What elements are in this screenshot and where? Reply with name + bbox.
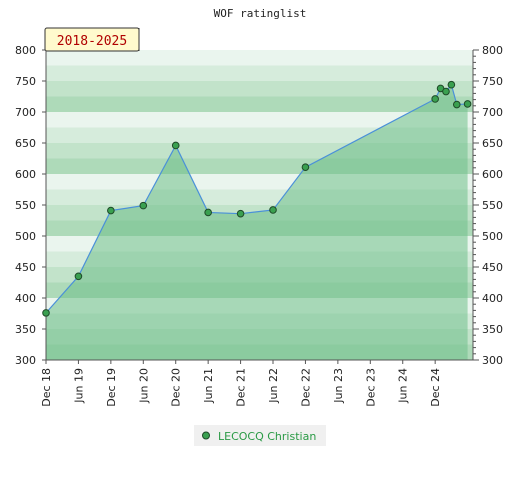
- y-tick-label-right: 650: [482, 137, 503, 150]
- y-axis-right-ticks: 300 350 400 450 500 550 600 650 700 750 800: [473, 44, 503, 367]
- x-axis-ticks: Dec 18 Jun 19 Dec 19 Jun 20 Dec 20 Jun 21 Dec …: [40, 360, 442, 407]
- data-point: [139, 201, 148, 210]
- y-axis-left-ticks: 300 350 400 450 500 550 600 650 700 750 800: [15, 44, 46, 367]
- data-point: [171, 141, 180, 150]
- y-tick-label-left: 300: [15, 354, 36, 367]
- period-badge: 2018-2025: [44, 27, 140, 52]
- data-point: [204, 208, 212, 217]
- y-tick-label-left: 750: [15, 75, 36, 88]
- legend-box: [194, 425, 326, 446]
- data-point: [107, 206, 115, 215]
- data-point: [42, 309, 50, 317]
- data-point: [301, 163, 310, 171]
- chart-title: WOF ratinglist: [214, 7, 307, 20]
- y-tick-label-left: 450: [15, 261, 36, 274]
- area-fill: [46, 84, 468, 360]
- x-tick-label: Dec 20: [170, 368, 183, 407]
- y-tick-label-right: 500: [482, 230, 503, 243]
- x-tick-label: Jun 21: [202, 368, 215, 404]
- data-point: [447, 80, 456, 89]
- data-point: [442, 87, 450, 96]
- y-tick-label-right: 300: [482, 354, 503, 367]
- y-tick-label-right: 400: [482, 292, 503, 305]
- x-tick-label: Jun 23: [332, 368, 345, 404]
- y-tick-label-right: 700: [482, 106, 503, 119]
- x-tick-label: Dec 18: [40, 368, 53, 407]
- x-tick-label: Jun 24: [397, 368, 410, 404]
- y-tick-label-left: 500: [15, 230, 36, 243]
- y-tick-label-left: 400: [15, 292, 36, 305]
- grid-band: [46, 81, 473, 97]
- x-tick-label: Jun 20: [137, 368, 150, 404]
- legend-marker: [202, 431, 210, 440]
- grid-band: [46, 96, 473, 112]
- y-tick-label-left: 600: [15, 168, 36, 181]
- x-tick-label: Jun 22: [267, 368, 280, 404]
- y-tick-label-left: 550: [15, 199, 36, 212]
- x-tick-label: Dec 21: [235, 368, 248, 407]
- legend-label: LECOCQ Christian: [218, 430, 316, 443]
- data-point: [236, 209, 245, 218]
- data-point: [269, 206, 277, 214]
- grid-band: [46, 65, 473, 81]
- x-tick-label: Dec 24: [429, 368, 442, 407]
- badge-label: 2018-2025: [57, 34, 127, 49]
- x-tick-label: Dec 19: [105, 368, 118, 407]
- x-tick-label: Jun 19: [72, 368, 85, 404]
- grid-band: [46, 50, 473, 66]
- data-point: [431, 95, 439, 103]
- y-tick-label-right: 600: [482, 168, 503, 181]
- legend[interactable]: LECOCQ Christian: [194, 425, 326, 446]
- y-tick-label-left: 350: [15, 323, 36, 336]
- x-tick-label: Dec 22: [299, 368, 312, 407]
- y-tick-label-left: 700: [15, 106, 36, 119]
- data-point: [452, 100, 461, 109]
- y-tick-label-right: 550: [482, 199, 503, 212]
- y-tick-label-right: 800: [482, 44, 503, 57]
- y-tick-label-right: 750: [482, 75, 503, 88]
- y-tick-label-right: 350: [482, 323, 503, 336]
- data-markers: [42, 80, 472, 317]
- y-tick-label-left: 650: [15, 137, 36, 150]
- grid-band: [46, 112, 473, 128]
- y-tick-label-right: 450: [482, 261, 503, 274]
- x-tick-label: Dec 23: [364, 368, 377, 407]
- data-point: [74, 272, 83, 281]
- data-point: [463, 100, 472, 108]
- y-tick-label-left: 800: [15, 44, 36, 57]
